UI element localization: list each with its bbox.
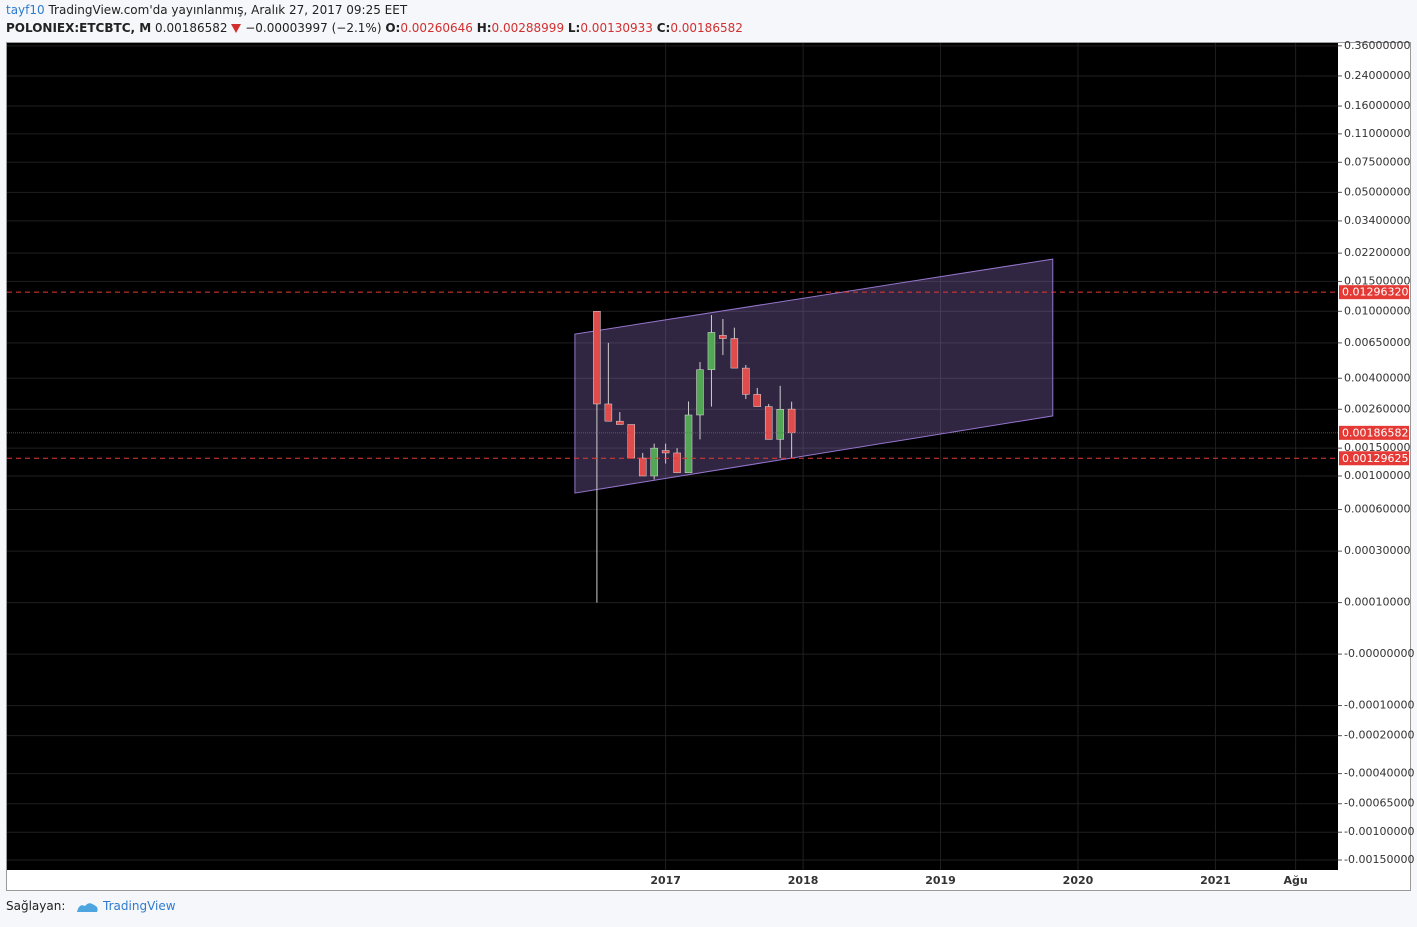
last-price: 0.00186582 — [155, 21, 228, 35]
candle-body — [650, 447, 658, 477]
candle-body — [684, 414, 693, 473]
change: −0.00003997 (−2.1%) — [245, 21, 382, 35]
candle-body — [707, 332, 716, 370]
open-label: O: — [385, 21, 401, 35]
y-tick-label: 0.00030000 — [1344, 544, 1410, 557]
x-axis-background — [7, 870, 1338, 890]
open-value: 0.00260646 — [400, 21, 473, 35]
labels: 0.36000000 0.24000000 0.16000000 0.11000000… — [650, 39, 1414, 887]
y-tick-label: -0.00150000 — [1344, 853, 1414, 866]
down-arrow — [231, 24, 242, 33]
y-tick-label: 0.07500000 — [1344, 155, 1410, 168]
candle-body — [661, 450, 670, 454]
candle-body — [673, 452, 681, 473]
price-label: 0.01296320 — [1342, 286, 1408, 299]
y-tick-label: 0.05000000 — [1344, 185, 1410, 198]
y-tick-label: 0.00100000 — [1344, 469, 1410, 482]
channel — [574, 258, 1054, 494]
price-label: 0.00186582 — [1342, 426, 1408, 439]
x-tick-label: Ağu — [1284, 874, 1308, 887]
candle-body — [776, 409, 784, 440]
y-tick-label: 0.00400000 — [1344, 371, 1410, 384]
header-line: tayf10 TradingView.com'da yayınlanmış, A… — [6, 3, 407, 17]
plot-background — [7, 43, 1338, 870]
brand[interactable]: TradingView — [103, 899, 176, 913]
x-tick-label: 2021 — [1200, 874, 1231, 887]
candle-body — [696, 369, 704, 416]
high-value: 0.00288999 — [491, 21, 565, 35]
y-tick-label: 0.00260000 — [1344, 402, 1410, 415]
published: TradingView.com'da yayınlanmış, Aralık 2… — [48, 3, 408, 17]
candle-body — [627, 424, 636, 459]
candle-body — [638, 457, 647, 477]
y-tick-label: -0.00000000 — [1344, 647, 1414, 660]
candle-body — [764, 406, 773, 440]
x-tick-label: 2018 — [788, 874, 819, 887]
y-tick-label: 0.00150000 — [1344, 441, 1410, 454]
y-tick-label: 0.36000000 — [1344, 39, 1410, 52]
candle-body — [719, 335, 727, 339]
footer: Sağlayan: TradingView — [6, 899, 176, 914]
y-tick-label: 0.02200000 — [1344, 246, 1410, 259]
x-tick-label: 2019 — [925, 874, 956, 887]
y-tick-label: -0.00100000 — [1344, 825, 1414, 838]
provider: Sağlayan: — [6, 899, 66, 913]
candle-body — [787, 408, 796, 434]
y-tick-label: 0.01000000 — [1344, 304, 1410, 317]
y-tick-label: -0.00040000 — [1344, 767, 1414, 780]
high-label: H: — [476, 21, 492, 35]
x-tick-label: 2020 — [1063, 874, 1094, 887]
tv-logo[interactable] — [75, 900, 99, 914]
y-tick-label: -0.00020000 — [1344, 729, 1414, 742]
y-tick-label: 0.01500000 — [1344, 274, 1410, 287]
price-label-box — [1339, 285, 1409, 300]
candle-body — [616, 420, 624, 425]
candle-body — [593, 311, 601, 405]
candle-body — [604, 403, 613, 422]
marks — [7, 258, 1338, 603]
y-tick-label: -0.00065000 — [1344, 797, 1414, 810]
y-tick-label: 0.24000000 — [1344, 69, 1410, 82]
symbol: POLONIEX:ETCBTC, M — [6, 21, 152, 35]
user[interactable]: tayf10 — [6, 3, 45, 17]
y-tick-label: 0.03400000 — [1344, 214, 1410, 227]
price-label-box — [1339, 451, 1409, 466]
low-label: L: — [567, 21, 581, 35]
y-axis-background — [1338, 43, 1410, 890]
y-tick-label: -0.00010000 — [1344, 699, 1414, 712]
y-tick-label: 0.00010000 — [1344, 596, 1410, 609]
price-label-box — [1339, 425, 1409, 440]
y-tick-label: 0.16000000 — [1344, 99, 1410, 112]
symbol-line: POLONIEX:ETCBTC, M 0.00186582 −0.0000399… — [6, 21, 743, 35]
y-tick-label: 0.00650000 — [1344, 336, 1410, 349]
x-tick-label: 2017 — [650, 874, 681, 887]
price-label: 0.00129625 — [1342, 452, 1408, 465]
grid — [7, 43, 1342, 870]
low-value: 0.00130933 — [580, 21, 653, 35]
candle-body — [753, 394, 762, 407]
candle-body — [730, 338, 739, 369]
candle-body — [742, 367, 750, 395]
close-value: 0.00186582 — [670, 21, 743, 35]
close-label: C: — [656, 21, 671, 35]
y-tick-label: 0.11000000 — [1344, 127, 1410, 140]
y-tick-label: 0.00060000 — [1344, 503, 1410, 516]
chart-frame — [6, 42, 1411, 891]
